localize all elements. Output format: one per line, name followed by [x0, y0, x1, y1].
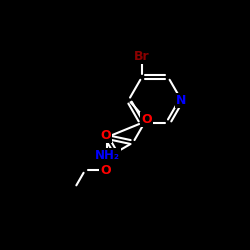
Text: O: O: [141, 113, 152, 126]
Text: Br: Br: [134, 50, 150, 64]
Text: O: O: [100, 164, 111, 177]
Text: NH₂: NH₂: [95, 149, 120, 162]
Text: N: N: [176, 94, 186, 106]
Text: O: O: [100, 128, 111, 141]
